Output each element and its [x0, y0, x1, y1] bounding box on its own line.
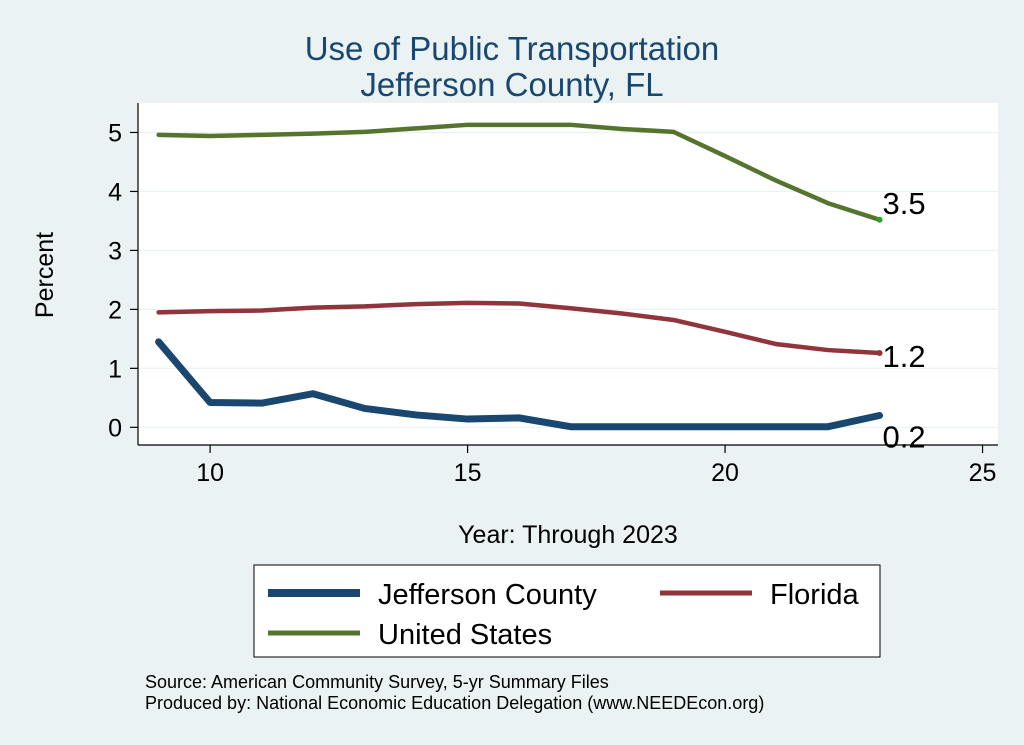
x-tick-label: 15 [454, 459, 482, 487]
x-axis-title: Year: Through 2023 [458, 521, 678, 549]
legend-box [253, 564, 881, 658]
end-label-jefferson-county: 0.2 [883, 420, 926, 455]
legend: Jefferson County Florida United States [268, 579, 860, 651]
y-tick-label: 0 [108, 414, 122, 442]
producer-note: Produced by: National Economic Education… [145, 693, 765, 713]
series-line-jefferson-county [155, 338, 884, 431]
y-tick-label: 1 [108, 355, 122, 383]
y-tick-label: 2 [108, 296, 122, 324]
plot-area [138, 103, 998, 445]
end-label-florida: 1.2 [883, 339, 926, 374]
series-end-point-florida [876, 350, 883, 357]
x-tick-label: 25 [969, 459, 997, 487]
series-end-point-jefferson-county [876, 412, 883, 419]
axis-ticks: 0 1 2 3 4 5 10 15 20 25 [108, 119, 996, 487]
x-tick-label: 20 [711, 459, 739, 487]
chart-title: Use of Public Transportation [304, 30, 720, 67]
end-labels: 3.5 1.2 0.2 [883, 186, 926, 455]
series-line-united-states [156, 122, 882, 223]
y-tick-label: 5 [108, 119, 122, 147]
y-axis-title: Percent [31, 232, 59, 318]
y-tick-label: 3 [108, 237, 122, 265]
legend-label-united-states: United States [378, 619, 552, 651]
series-line-florida [156, 300, 882, 356]
legend-label-jefferson-county: Jefferson County [378, 579, 597, 611]
series-lines [155, 122, 884, 431]
end-label-united-states: 3.5 [883, 186, 926, 221]
source-note: Source: American Community Survey, 5-yr … [145, 672, 609, 692]
legend-label-florida: Florida [770, 579, 860, 611]
chart-subtitle: Jefferson County, FL [360, 66, 664, 103]
x-tick-label: 10 [196, 459, 224, 487]
series-end-point-united-states [876, 216, 883, 223]
y-tick-label: 4 [108, 178, 122, 206]
